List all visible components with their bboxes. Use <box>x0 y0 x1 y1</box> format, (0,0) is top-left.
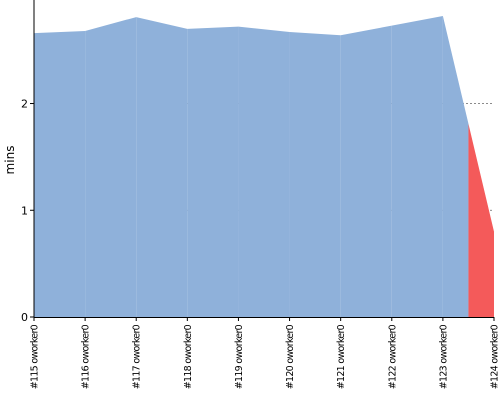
x-tick-label: #123 oworker0 <box>438 324 449 389</box>
area-segment <box>289 32 341 317</box>
x-tick-label: #121 oworker0 <box>336 324 347 389</box>
x-tick-label: #115 oworker0 <box>30 324 41 389</box>
y-tick-label: 1 <box>21 204 28 217</box>
x-tick-label: #116 oworker0 <box>81 324 92 389</box>
area-segment <box>442 16 469 317</box>
x-tick-label: #119 oworker0 <box>234 324 245 389</box>
x-tick-label: #120 oworker0 <box>285 324 296 389</box>
x-tick-label: #122 oworker0 <box>387 324 398 389</box>
x-tick-label: #124 oworker0 <box>490 324 500 389</box>
area-series <box>34 16 494 318</box>
axes <box>30 0 495 321</box>
y-axis-label: mins <box>3 146 17 175</box>
area-segment <box>85 17 137 317</box>
x-tick-label: #117 oworker0 <box>132 324 143 389</box>
area-segment <box>187 26 239 317</box>
area-segment <box>136 17 188 317</box>
x-tick-labels: #115 oworker0 #116 oworker0 #117 oworker0 #… <box>30 324 500 389</box>
area-segment <box>391 16 443 317</box>
area-segment <box>340 25 392 318</box>
y-tick-label: 2 <box>21 98 28 111</box>
y-tick-labels: 0 1 2 <box>21 98 28 324</box>
area-segment <box>34 30 86 318</box>
area-segment-failed <box>468 123 494 317</box>
x-tick-label: #118 oworker0 <box>183 324 194 389</box>
y-tick-label: 0 <box>21 311 28 324</box>
area-segment <box>238 26 290 317</box>
